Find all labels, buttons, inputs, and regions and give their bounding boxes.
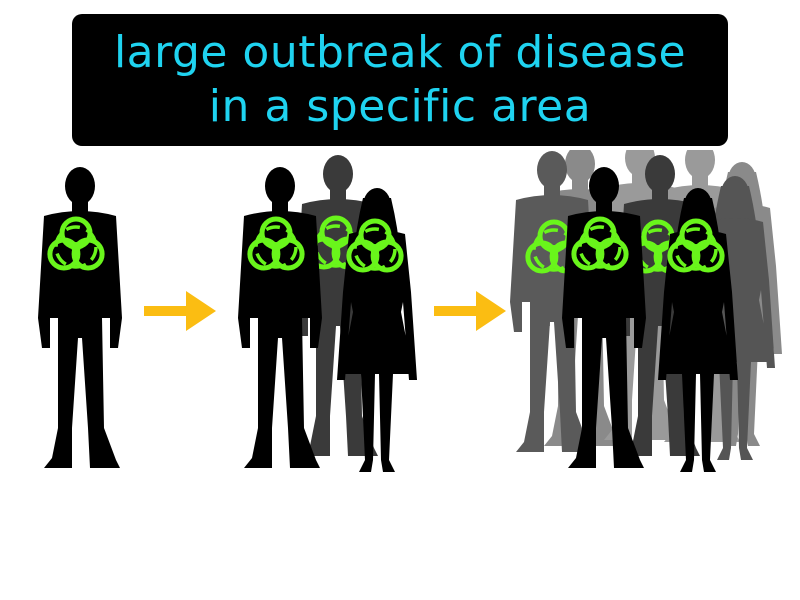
- outbreak-illustration: [38, 150, 782, 472]
- infected-person-silhouette: [38, 167, 122, 468]
- stage-spreading-group: [238, 155, 417, 472]
- stage-single-infected-person: [38, 167, 122, 468]
- stage-infected-crowd: [510, 150, 782, 472]
- arrow-right-icon: [144, 291, 216, 331]
- caption-banner: large outbreak of disease in a specific …: [72, 14, 728, 146]
- caption-line-2: in a specific area: [208, 81, 592, 132]
- caption-line-1: large outbreak of disease: [113, 27, 687, 78]
- arrow-right-icon: [434, 291, 506, 331]
